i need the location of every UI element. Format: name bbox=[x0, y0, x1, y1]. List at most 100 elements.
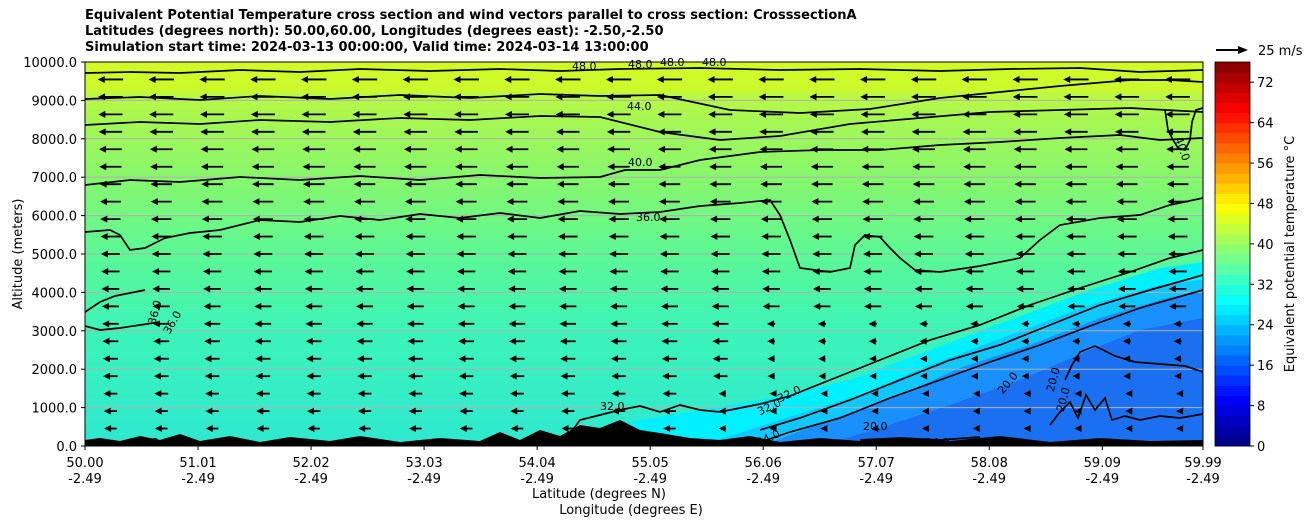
wind-vector-head bbox=[813, 285, 820, 293]
wind-vector-head bbox=[658, 145, 665, 153]
wind-vector-head bbox=[405, 233, 413, 241]
wind-vector-head bbox=[913, 233, 921, 241]
wind-vector-head bbox=[457, 285, 465, 293]
wind-vector-head bbox=[662, 390, 670, 398]
wind-vector-head bbox=[759, 110, 766, 118]
wind-vector-head bbox=[609, 285, 617, 293]
x-axis-title-longitude: Longitude (degrees E) bbox=[559, 503, 703, 518]
contour-labels: 48.0 48.0 48.0 48.0 44.0 40.0 40.0 36.0 … bbox=[145, 56, 1192, 449]
wind-vector-head bbox=[402, 75, 410, 83]
wind-vector-head bbox=[507, 250, 515, 258]
wind-vector-head bbox=[304, 250, 312, 258]
wind-vector-head bbox=[912, 180, 920, 188]
wind-vector-head bbox=[102, 337, 110, 345]
wind-vector-head bbox=[710, 250, 718, 258]
wind-vector-head bbox=[357, 390, 365, 398]
wind-vector-head bbox=[769, 425, 777, 433]
wind-vector-head bbox=[203, 285, 211, 293]
wind-vector-head bbox=[712, 355, 720, 363]
wind-vector-head bbox=[255, 355, 263, 363]
colorbar-ticks: 0 8 16 24 32 40 48 56 64 72 bbox=[1250, 76, 1274, 455]
wind-vector-head bbox=[561, 425, 569, 433]
wind-vector-head bbox=[307, 407, 315, 415]
wind-vector-head bbox=[963, 198, 971, 206]
wind-vector-head bbox=[251, 163, 259, 171]
wind-vector-head bbox=[403, 128, 411, 136]
wind-vector-head bbox=[1114, 75, 1122, 83]
wind-vector-head bbox=[507, 233, 515, 241]
wind-vector-head bbox=[510, 425, 518, 433]
wind-vector-head bbox=[1074, 425, 1082, 433]
contour-48-upper bbox=[85, 67, 1203, 74]
wind-vector-head bbox=[662, 372, 670, 380]
wind-vector-head bbox=[199, 75, 207, 83]
y-tick-label: 0.0 bbox=[56, 440, 77, 455]
contour-label: 20.0 bbox=[863, 420, 888, 433]
colorbar-tick-label: 56 bbox=[1257, 157, 1274, 172]
wind-vector-head bbox=[659, 215, 667, 223]
wind-vector-head bbox=[760, 215, 768, 223]
wind-vector-head bbox=[504, 110, 512, 118]
wind-vector-head bbox=[812, 267, 820, 275]
colorbar-band bbox=[1215, 264, 1250, 275]
quiver-key-arrowhead bbox=[1238, 46, 1248, 54]
wind-vector-head bbox=[154, 390, 162, 398]
wind-vector-head bbox=[557, 198, 565, 206]
wind-vector-head bbox=[506, 180, 514, 188]
wind-vector-head bbox=[508, 302, 516, 310]
colorbar-band bbox=[1215, 193, 1250, 204]
contour-20-b bbox=[1049, 393, 1203, 426]
wind-vector-head bbox=[1115, 128, 1123, 136]
wind-vector-head bbox=[1063, 110, 1071, 118]
colorbar-band bbox=[1215, 314, 1250, 326]
wind-vector-head bbox=[809, 93, 817, 101]
x-tick-label-longitude: -2.49 bbox=[68, 472, 102, 487]
wind-vector-head bbox=[1118, 302, 1126, 310]
wind-vector-head bbox=[712, 372, 720, 380]
wind-vector-head bbox=[1063, 93, 1071, 101]
wind-vector-head bbox=[1064, 163, 1072, 171]
wind-vector-head bbox=[811, 215, 819, 223]
wind-vector-head bbox=[964, 215, 972, 223]
wind-vector-head bbox=[1064, 145, 1072, 153]
wind-vector-head bbox=[406, 285, 414, 293]
wind-vector-head bbox=[254, 320, 262, 328]
wind-vector-head bbox=[453, 93, 461, 101]
wind-vector-head bbox=[204, 355, 212, 363]
wind-vector-head bbox=[558, 267, 566, 275]
colorbar-band bbox=[1215, 274, 1250, 285]
wind-vector-head bbox=[303, 198, 311, 206]
y-tick-label: 10000.0 bbox=[23, 56, 77, 71]
wind-vector-head bbox=[871, 390, 879, 398]
y-tick-label: 3000.0 bbox=[32, 325, 78, 340]
wind-vector-head bbox=[151, 215, 159, 223]
wind-vector-head bbox=[406, 267, 414, 275]
wind-vector-head bbox=[758, 75, 766, 83]
colorbar-band bbox=[1215, 304, 1250, 316]
x-tick-label-latitude: 57.07 bbox=[858, 456, 895, 471]
wind-vector-head bbox=[509, 337, 517, 345]
wind-vector-head bbox=[1012, 75, 1020, 83]
wind-vector-head bbox=[718, 425, 726, 433]
wind-vector-head bbox=[356, 355, 364, 363]
contour-32 bbox=[569, 249, 1203, 435]
wind-vector-head bbox=[871, 407, 879, 415]
contour-label: 48.0 bbox=[628, 58, 653, 71]
wind-vector-head bbox=[965, 285, 973, 293]
wind-vector-head bbox=[913, 198, 921, 206]
wind-vector-head bbox=[199, 93, 207, 101]
wind-vector-head bbox=[1125, 407, 1133, 415]
wind-vector-head bbox=[149, 145, 157, 153]
wind-vector-head bbox=[609, 250, 617, 258]
colorbar-band bbox=[1215, 405, 1250, 417]
wind-vector-head bbox=[100, 250, 108, 258]
wind-vector-head bbox=[660, 285, 668, 293]
wind-vector-head bbox=[202, 233, 210, 241]
wind-vector-head bbox=[306, 355, 314, 363]
wind-vector-head bbox=[408, 407, 416, 415]
wind-vector-head bbox=[556, 128, 564, 136]
colorbar-band bbox=[1215, 112, 1250, 124]
x-tick-label-latitude: 59.99 bbox=[1184, 456, 1221, 471]
wind-vector-head bbox=[455, 180, 463, 188]
wind-vector-head bbox=[253, 250, 261, 258]
